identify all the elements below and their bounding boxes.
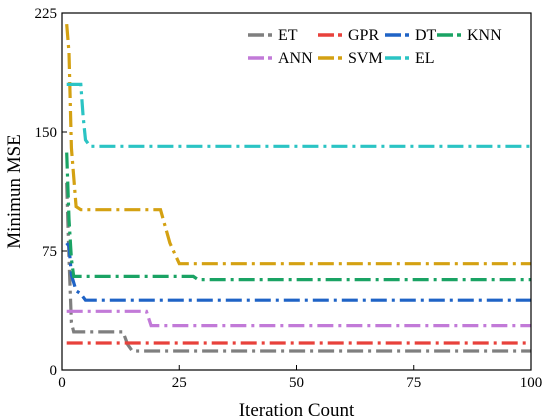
legend-label: DT xyxy=(415,27,437,44)
y-tick-label: 150 xyxy=(35,125,58,141)
x-tick-label: 50 xyxy=(289,375,304,391)
legend-label: ET xyxy=(278,27,298,44)
x-tick-label: 25 xyxy=(172,375,187,391)
x-tick-label: 100 xyxy=(520,375,543,391)
legend-item-knn: KNN xyxy=(437,27,502,44)
y-tick-label: 75 xyxy=(42,244,57,260)
y-tick-label: 0 xyxy=(50,363,58,379)
y-axis-label: Minimun MSE xyxy=(4,134,25,249)
series-line-dt xyxy=(65,242,531,302)
series-lines xyxy=(65,23,531,353)
axis-ticks: 0 25 50 75 100 0 75 150 225 xyxy=(35,6,543,391)
legend-item-el: EL xyxy=(385,50,435,67)
legend-item-dt: DT xyxy=(385,27,437,44)
x-axis-label: Iteration Count xyxy=(239,400,355,420)
x-tick-label: 75 xyxy=(406,375,421,391)
legend-item-ann: ANN xyxy=(248,50,313,67)
legend-item-svm: SVM xyxy=(318,50,383,67)
legend-label: KNN xyxy=(467,27,502,44)
series-line-knn xyxy=(65,152,531,282)
legend-label: EL xyxy=(415,50,435,67)
x-tick-label: 0 xyxy=(58,375,66,391)
legend-item-et: ET xyxy=(248,27,298,44)
y-tick-label: 225 xyxy=(35,6,58,22)
legend-label: ANN xyxy=(278,50,313,67)
legend-label: SVM xyxy=(348,50,383,67)
legend: ET GPR DT KNN ANN SVM EL xyxy=(248,27,502,67)
legend-item-gpr: GPR xyxy=(318,27,379,44)
series-line-ann xyxy=(66,309,531,328)
series-line-el xyxy=(66,82,531,148)
series-line-et xyxy=(65,182,531,353)
legend-label: GPR xyxy=(348,27,379,44)
